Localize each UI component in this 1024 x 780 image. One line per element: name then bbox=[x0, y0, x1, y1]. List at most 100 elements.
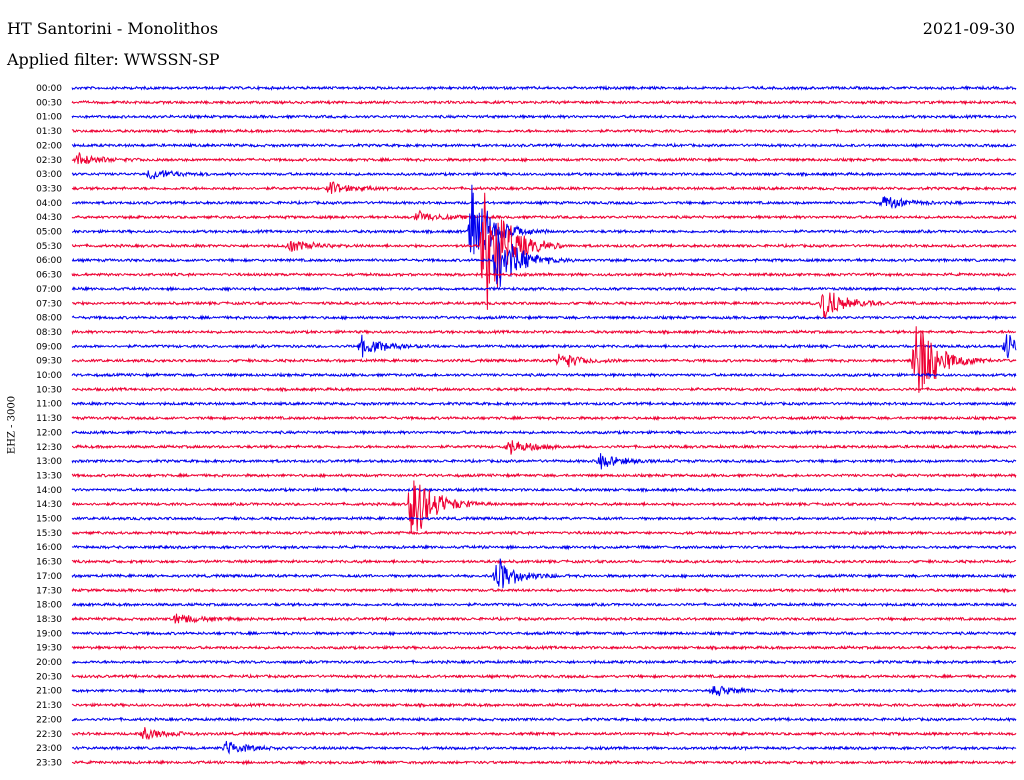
trace-row-30 bbox=[71, 515, 1017, 522]
row-time-label: 21:00 bbox=[36, 687, 62, 697]
row-time-label: 08:30 bbox=[36, 328, 62, 338]
row-time-label: 18:30 bbox=[36, 615, 62, 625]
row-time-label: 23:00 bbox=[36, 744, 62, 754]
row-time-label: 22:30 bbox=[36, 730, 62, 740]
row-time-label: 17:00 bbox=[36, 572, 62, 582]
trace-row-27 bbox=[71, 472, 1017, 479]
row-time-label: 23:30 bbox=[36, 758, 62, 768]
trace-row-20 bbox=[71, 371, 1017, 379]
trace-row-22 bbox=[71, 400, 1017, 407]
row-time-label: 14:00 bbox=[36, 486, 62, 496]
row-time-label: 17:30 bbox=[36, 586, 62, 596]
row-time-label: 20:30 bbox=[36, 672, 62, 682]
trace-row-39 bbox=[71, 644, 1017, 651]
row-time-label: 19:30 bbox=[36, 644, 62, 654]
row-time-label: 01:30 bbox=[36, 127, 62, 137]
trace-row-35 bbox=[71, 587, 1017, 594]
row-label-group: 00:00 00:30 01:00 01:30 02:00 02:30 03:00 03:30… bbox=[36, 84, 62, 768]
trace-row-44 bbox=[71, 716, 1017, 723]
trace-row-26 bbox=[71, 453, 1017, 470]
trace-row-23 bbox=[71, 414, 1017, 422]
trace-row-0 bbox=[71, 84, 1017, 92]
row-time-label: 05:00 bbox=[36, 228, 62, 238]
trace-row-6 bbox=[71, 169, 1017, 180]
trace-row-16 bbox=[71, 314, 1017, 321]
row-time-label: 10:30 bbox=[36, 385, 62, 395]
trace-row-47 bbox=[71, 759, 1017, 766]
trace-row-43 bbox=[71, 702, 1017, 709]
trace-row-10 bbox=[71, 184, 1017, 255]
row-time-label: 15:00 bbox=[36, 515, 62, 525]
trace-row-37 bbox=[71, 613, 1017, 624]
row-time-label: 03:00 bbox=[36, 170, 62, 180]
trace-row-28 bbox=[71, 486, 1017, 493]
row-time-label: 07:30 bbox=[36, 299, 62, 309]
trace-row-8 bbox=[71, 196, 1017, 210]
trace-row-12 bbox=[71, 229, 1017, 287]
trace-row-5 bbox=[71, 152, 1017, 165]
row-time-label: 13:00 bbox=[36, 457, 62, 467]
row-time-label: 16:00 bbox=[36, 543, 62, 553]
trace-row-15 bbox=[71, 292, 1017, 320]
trace-row-24 bbox=[71, 429, 1017, 436]
trace-row-33 bbox=[71, 558, 1017, 565]
trace-row-42 bbox=[71, 685, 1017, 697]
row-time-label: 00:00 bbox=[36, 84, 62, 94]
trace-row-19 bbox=[71, 326, 1017, 393]
row-time-label: 06:30 bbox=[36, 271, 62, 281]
filter-label: Applied filter: WWSSN-SP bbox=[7, 50, 220, 69]
trace-row-2 bbox=[71, 113, 1017, 120]
row-time-label: 11:00 bbox=[36, 400, 62, 410]
row-time-label: 15:30 bbox=[36, 529, 62, 539]
row-time-label: 10:00 bbox=[36, 371, 62, 381]
row-time-label: 02:00 bbox=[36, 141, 62, 151]
trace-row-32 bbox=[71, 544, 1017, 551]
row-time-label: 09:00 bbox=[36, 342, 62, 352]
trace-row-7 bbox=[71, 181, 1017, 194]
row-time-label: 14:30 bbox=[36, 500, 62, 510]
trace-row-11 bbox=[71, 192, 1017, 310]
trace-row-41 bbox=[71, 673, 1017, 680]
row-time-label: 08:00 bbox=[36, 314, 62, 324]
trace-row-29 bbox=[71, 480, 1017, 534]
trace-row-18 bbox=[71, 334, 1017, 359]
row-time-label: 09:30 bbox=[36, 357, 62, 367]
row-time-label: 18:00 bbox=[36, 601, 62, 611]
row-time-label: 19:00 bbox=[36, 629, 62, 639]
trace-row-1 bbox=[71, 99, 1017, 106]
row-time-label: 01:00 bbox=[36, 113, 62, 123]
row-time-label: 07:00 bbox=[36, 285, 62, 295]
trace-row-36 bbox=[71, 601, 1017, 608]
row-time-label: 05:30 bbox=[36, 242, 62, 252]
row-time-label: 06:00 bbox=[36, 256, 62, 266]
trace-row-9 bbox=[71, 209, 1017, 222]
row-time-label: 11:30 bbox=[36, 414, 62, 424]
trace-row-3 bbox=[71, 127, 1017, 135]
trace-row-14 bbox=[71, 285, 1017, 293]
trace-row-40 bbox=[71, 658, 1017, 665]
row-time-label: 22:00 bbox=[36, 715, 62, 725]
row-time-label: 21:30 bbox=[36, 701, 62, 711]
trace-row-45 bbox=[71, 727, 1017, 741]
trace-row-46 bbox=[71, 740, 1017, 755]
trace-row-38 bbox=[71, 630, 1017, 637]
trace-row-31 bbox=[71, 529, 1017, 537]
record-date: 2021-09-30 bbox=[922, 19, 1015, 38]
row-time-label: 03:30 bbox=[36, 184, 62, 194]
row-time-label: 12:30 bbox=[36, 443, 62, 453]
row-time-label: 13:30 bbox=[36, 471, 62, 481]
row-time-label: 02:30 bbox=[36, 156, 62, 166]
row-time-label: 16:30 bbox=[36, 558, 62, 568]
station-title: HT Santorini - Monolithos bbox=[7, 19, 219, 38]
row-time-label: 20:00 bbox=[36, 658, 62, 668]
trace-row-25 bbox=[72, 440, 1017, 455]
row-time-label: 00:30 bbox=[36, 98, 62, 108]
row-time-label: 04:00 bbox=[36, 199, 62, 209]
trace-row-17 bbox=[71, 328, 1017, 336]
trace-row-13 bbox=[71, 271, 1017, 278]
row-time-label: 04:30 bbox=[36, 213, 62, 223]
trace-group bbox=[71, 84, 1017, 766]
trace-row-4 bbox=[71, 142, 1017, 149]
trace-row-21 bbox=[71, 386, 1017, 393]
